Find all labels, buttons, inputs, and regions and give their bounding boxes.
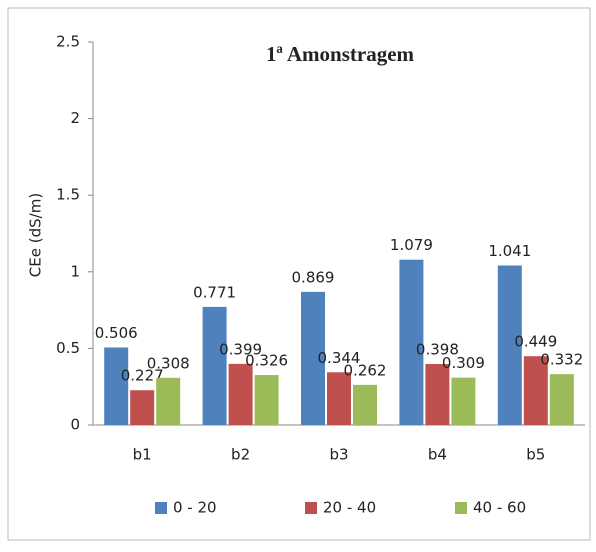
bar — [497, 265, 522, 425]
bar — [425, 364, 450, 425]
data-label: 1.041 — [488, 242, 531, 260]
legend-swatch — [155, 502, 167, 514]
data-label: 0.308 — [147, 354, 190, 372]
chart-title: 1ª Amonstragem — [266, 42, 415, 66]
x-tick-label: b5 — [526, 446, 545, 464]
x-tick-label: b2 — [231, 446, 250, 464]
bar — [130, 390, 155, 425]
y-tick-label: 1.5 — [56, 186, 80, 204]
bar — [327, 372, 351, 425]
data-label: 0.344 — [318, 349, 361, 367]
data-label: 0.398 — [416, 341, 459, 359]
bar — [228, 363, 253, 425]
bar — [549, 374, 574, 425]
legend-swatch — [305, 502, 317, 514]
y-axis-label: CEe (dS/m) — [27, 193, 45, 277]
legend-label: 0 - 20 — [173, 499, 217, 517]
x-tick-label: b1 — [133, 446, 152, 464]
y-tick-label: 0 — [70, 416, 80, 434]
data-label: 1.079 — [390, 236, 433, 254]
data-label: 0.399 — [219, 340, 262, 358]
data-label: 0.309 — [442, 354, 485, 372]
bar — [353, 384, 377, 425]
bar — [523, 356, 548, 425]
data-label: 0.869 — [292, 268, 335, 286]
data-label: 0.332 — [540, 351, 583, 369]
y-tick-label: 2 — [70, 109, 80, 127]
y-tick-label: 0.5 — [56, 339, 80, 357]
data-label: 0.326 — [245, 352, 288, 370]
legend-label: 40 - 60 — [473, 499, 526, 517]
bar — [156, 377, 181, 425]
bar — [202, 306, 227, 425]
bar — [104, 347, 129, 425]
data-label: 0.506 — [95, 324, 138, 342]
x-tick-label: b4 — [428, 446, 447, 464]
x-tick-label: b3 — [329, 446, 348, 464]
bar — [301, 291, 325, 425]
data-label: 0.771 — [193, 283, 236, 301]
bar — [451, 377, 476, 425]
data-label: 0.449 — [514, 333, 557, 351]
bar — [254, 375, 279, 425]
bar — [399, 259, 424, 425]
data-label: 0.227 — [121, 367, 164, 385]
chart-border — [7, 7, 591, 541]
data-label: 0.262 — [344, 361, 387, 379]
legend-label: 20 - 40 — [323, 499, 376, 517]
legend-swatch — [455, 502, 467, 514]
y-tick-label: 2.5 — [56, 33, 80, 51]
y-tick-label: 1 — [70, 262, 80, 280]
